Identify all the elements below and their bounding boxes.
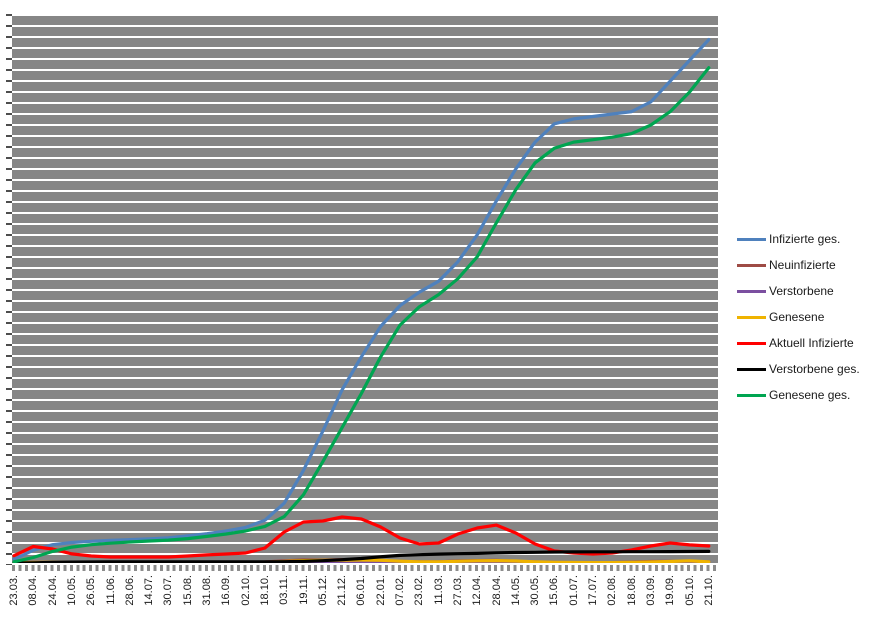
series-line-genesene-ges — [12, 66, 711, 563]
x-axis-label: 28.04. — [490, 575, 503, 606]
legend-label: Verstorbene ges. — [769, 362, 860, 376]
x-axis-label: 12.04. — [471, 575, 484, 606]
x-axis-label: 03.11. — [278, 575, 291, 605]
x-axis-label: 14.07. — [143, 575, 156, 606]
x-axis-label: 02.08. — [606, 575, 619, 606]
x-axis-label: 24.04. — [46, 575, 59, 606]
legend-item: Verstorbene ges. — [737, 356, 860, 382]
x-axis-label: 23.02. — [413, 575, 426, 606]
series-line-verstorbene-ges — [12, 549, 711, 563]
legend-swatch — [737, 393, 766, 397]
legend-swatch — [737, 263, 766, 267]
x-axis-label: 19.09. — [664, 575, 677, 606]
x-axis-label: 03.09. — [644, 575, 657, 606]
x-axis-label: 23.03. — [8, 575, 20, 606]
legend-label: Neuinfizierte — [769, 258, 836, 272]
legend-swatch — [737, 237, 766, 241]
chart-legend: Infizierte ges. Neuinfizierte Verstorbene G… — [737, 226, 860, 408]
x-axis-label: 18.10. — [258, 575, 271, 606]
x-axis-label: 11.03. — [432, 575, 445, 605]
legend-item: Verstorbene — [737, 278, 860, 304]
plot-area — [12, 14, 718, 563]
x-axis-label: 08.04. — [27, 575, 40, 606]
legend-item: Genesene ges. — [737, 382, 860, 408]
x-axis-label: 28.06. — [123, 575, 136, 606]
legend-item: Infizierte ges. — [737, 226, 860, 252]
x-axis-label: 22.01. — [374, 575, 387, 606]
x-axis-label: 11.06. — [104, 575, 117, 605]
y-axis-ticks — [6, 14, 12, 565]
x-axis-label: 30.07. — [162, 575, 175, 606]
legend-item: Genesene — [737, 304, 860, 330]
x-axis-label: 02.10. — [239, 575, 252, 606]
legend-label: Aktuell Infizierte — [769, 336, 854, 350]
x-axis-label: 21.10. — [702, 575, 715, 606]
x-axis-label: 05.10. — [683, 575, 696, 606]
legend-label: Genesene — [769, 310, 825, 324]
legend-swatch — [737, 367, 766, 371]
x-axis-label: 21.12. — [336, 575, 349, 606]
x-axis-label: 10.05. — [65, 575, 78, 606]
x-axis-label: 15.06. — [548, 575, 561, 606]
legend-item: Neuinfizierte — [737, 252, 860, 278]
x-axis-ticks — [12, 565, 719, 571]
x-axis-label: 17.07. — [587, 575, 599, 606]
legend-label: Verstorbene — [769, 284, 834, 298]
x-axis-label: 14.05. — [509, 575, 522, 606]
legend-label: Infizierte ges. — [769, 232, 841, 246]
series-line-aktuell-infizierte — [12, 515, 711, 559]
x-axis-label: 30.05. — [529, 575, 542, 606]
x-axis-label: 18.08. — [625, 575, 638, 606]
x-axis-label: 06.01. — [355, 575, 368, 606]
x-axis-label: 15.08. — [181, 575, 194, 606]
legend-label: Genesene ges. — [769, 388, 851, 402]
x-axis-label: 05.12. — [316, 575, 329, 606]
legend-swatch — [737, 341, 766, 345]
x-axis-label: 07.02. — [394, 575, 406, 606]
legend-swatch — [737, 289, 766, 293]
x-axis-label: 27.03. — [451, 575, 464, 606]
data-series-canvas — [12, 38, 711, 563]
x-axis-label: 01.07. — [567, 575, 580, 606]
x-axis-label: 26.05. — [85, 575, 98, 606]
legend-swatch — [737, 315, 766, 319]
series-line-infizierte-ges — [12, 38, 711, 561]
x-axis-label: 31.08. — [201, 575, 213, 606]
x-axis-label: 19.11. — [297, 575, 310, 605]
legend-item: Aktuell Infizierte — [737, 330, 860, 356]
x-axis-label: 16.09. — [220, 575, 233, 606]
